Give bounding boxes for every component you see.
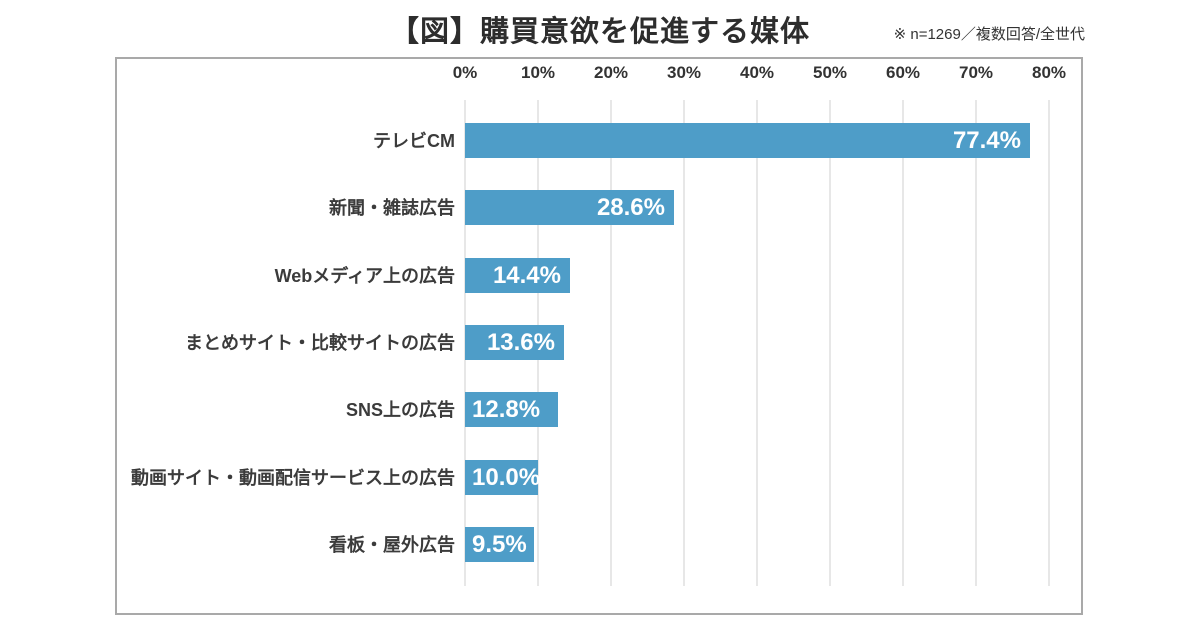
bar-value-label: 12.8% <box>472 396 541 423</box>
bar-value-label: 77.4% <box>952 127 1021 154</box>
gridline-80% <box>1048 100 1050 586</box>
x-tick-10%: 10% <box>520 63 556 82</box>
bar-value-label: 28.6% <box>596 194 665 221</box>
bar: 10.0% <box>465 460 541 495</box>
category-label: 動画サイト・動画配信サービス上の広告 <box>131 468 455 488</box>
x-tick-80%: 80% <box>1031 63 1067 82</box>
gridline-70% <box>975 100 977 586</box>
x-tick-20%: 20% <box>593 63 629 82</box>
category-label: SNS上の広告 <box>345 400 455 420</box>
bar-value-label: 9.5% <box>472 531 527 558</box>
x-tick-40%: 40% <box>739 63 775 82</box>
gridline-20% <box>610 100 612 586</box>
category-label: 新聞・雑誌広告 <box>329 198 455 218</box>
sample-size-note: ※ n=1269／複数回答/全世代 <box>893 26 1085 43</box>
x-tick-50%: 50% <box>812 63 848 82</box>
x-tick-0%: 0% <box>452 63 478 82</box>
gridline-60% <box>902 100 904 586</box>
x-tick-60%: 60% <box>885 63 921 82</box>
bar: 77.4% <box>465 123 1030 158</box>
x-tick-70%: 70% <box>958 63 994 82</box>
bar: 14.4% <box>465 258 570 293</box>
bar: 28.6% <box>465 190 674 225</box>
bar: 9.5% <box>465 527 534 562</box>
bar-value-label: 13.6% <box>486 329 555 356</box>
gridline-30% <box>683 100 685 586</box>
chart-title: 【図】購買意欲を促進する媒体 <box>389 16 810 48</box>
bar-value-label: 14.4% <box>492 262 561 289</box>
gridline-40% <box>756 100 758 586</box>
gridline-50% <box>829 100 831 586</box>
bar-value-label: 10.0% <box>472 464 541 491</box>
category-label: テレビCM <box>373 131 455 151</box>
bar: 13.6% <box>465 325 564 360</box>
category-label: 看板・屋外広告 <box>329 535 455 555</box>
bar: 12.8% <box>465 392 558 427</box>
category-label: まとめサイト・比較サイトの広告 <box>185 333 455 353</box>
category-label: Webメディア上の広告 <box>274 266 455 286</box>
x-tick-30%: 30% <box>666 63 702 82</box>
